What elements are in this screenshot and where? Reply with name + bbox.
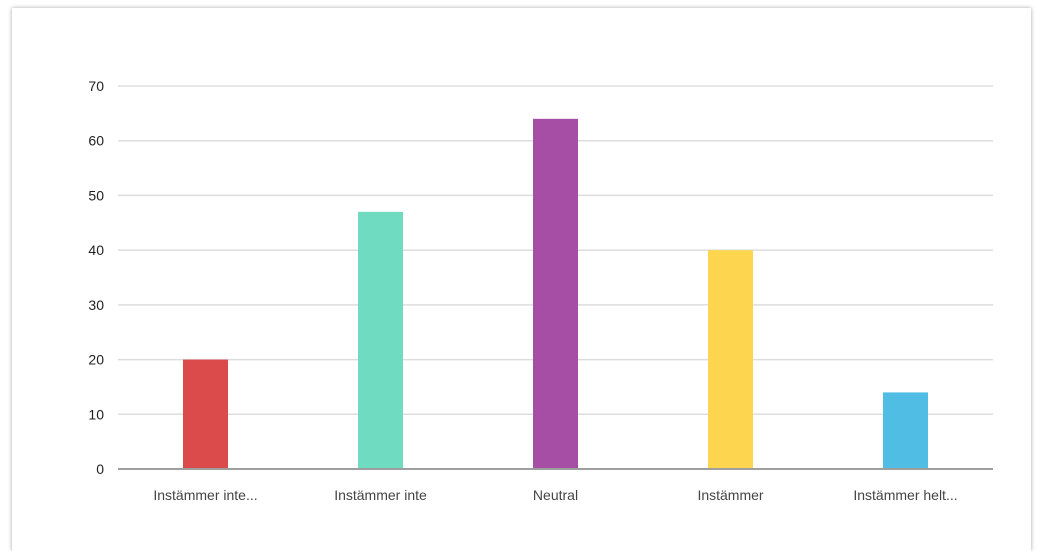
y-axis-ticks: 0 10 20 30 40 50 60 70 bbox=[88, 78, 104, 477]
x-category-label: Neutral bbox=[533, 487, 578, 503]
y-tick-label: 20 bbox=[88, 352, 104, 368]
bar[interactable] bbox=[533, 118, 578, 469]
x-category-label: Instämmer inte bbox=[334, 487, 427, 503]
x-axis-labels: Instämmer inte... Instämmer inte Neutral In… bbox=[153, 487, 957, 503]
x-category-label: Instämmer bbox=[697, 487, 763, 503]
bar[interactable] bbox=[358, 211, 403, 470]
y-tick-label: 10 bbox=[88, 406, 104, 422]
x-category-label: Instämmer helt... bbox=[853, 487, 957, 503]
x-category-label: Instämmer inte... bbox=[153, 487, 257, 503]
bars bbox=[183, 118, 928, 470]
y-tick-label: 0 bbox=[96, 461, 104, 477]
y-tick-label: 40 bbox=[88, 242, 104, 258]
y-tick-label: 30 bbox=[88, 297, 104, 313]
bar[interactable] bbox=[708, 250, 753, 469]
y-tick-label: 60 bbox=[88, 133, 104, 149]
bar[interactable] bbox=[883, 392, 928, 469]
bar[interactable] bbox=[183, 359, 228, 469]
chart-card bbox=[12, 8, 1031, 551]
y-tick-label: 50 bbox=[88, 187, 104, 203]
y-tick-label: 70 bbox=[88, 78, 104, 94]
